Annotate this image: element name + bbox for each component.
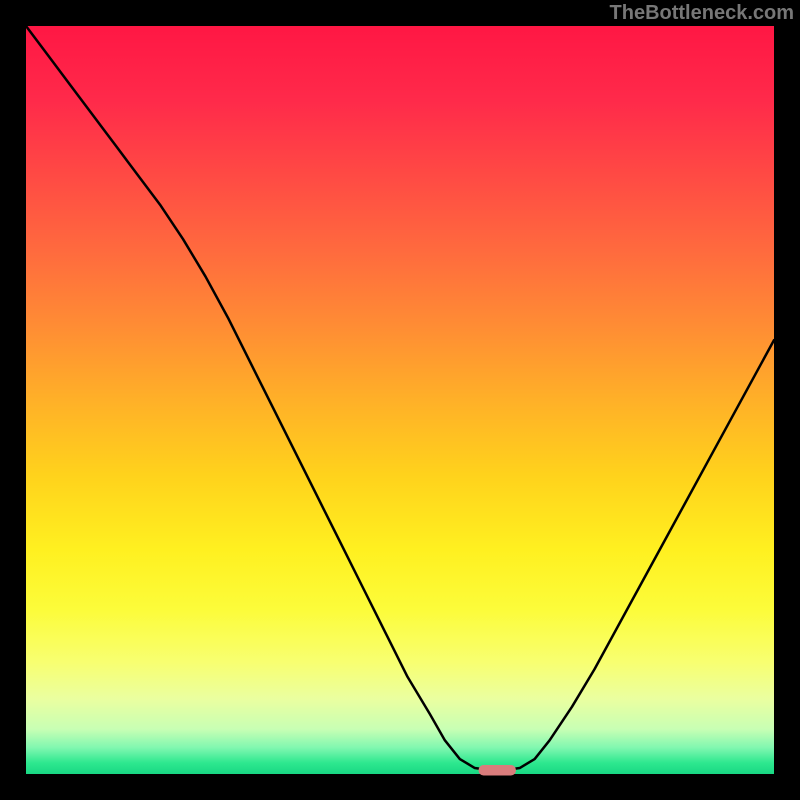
watermark-text: TheBottleneck.com (610, 2, 794, 25)
chart-container: TheBottleneck.com (0, 0, 800, 800)
optimal-marker (479, 765, 516, 775)
bottleneck-chart (0, 0, 800, 800)
